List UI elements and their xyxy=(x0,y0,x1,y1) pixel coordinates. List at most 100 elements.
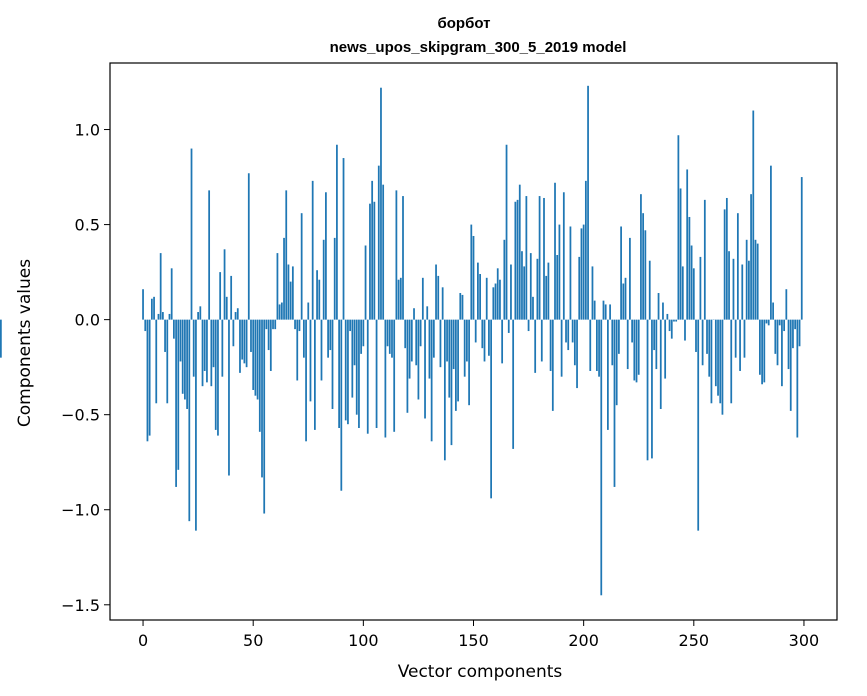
x-tick-label: 150 xyxy=(458,631,489,650)
bar xyxy=(320,319,323,381)
bar xyxy=(250,319,252,352)
bar xyxy=(164,319,166,352)
bar xyxy=(618,319,620,354)
bar xyxy=(576,319,578,389)
bar xyxy=(591,266,594,320)
bar xyxy=(670,319,673,339)
bar xyxy=(395,190,398,320)
bar xyxy=(609,304,611,320)
bar xyxy=(600,319,603,596)
bar xyxy=(578,256,581,320)
bar xyxy=(483,319,486,362)
bar xyxy=(263,319,266,514)
bar xyxy=(567,319,570,351)
bar xyxy=(329,319,332,351)
bar xyxy=(512,319,515,449)
bar xyxy=(443,319,446,461)
bar xyxy=(646,319,649,461)
bar xyxy=(448,319,451,398)
bar xyxy=(371,180,374,320)
bar xyxy=(373,201,376,320)
bar xyxy=(662,302,664,320)
bar xyxy=(521,251,523,320)
bar xyxy=(472,235,475,320)
bar xyxy=(474,319,477,343)
bar xyxy=(399,277,402,320)
bar xyxy=(507,319,510,333)
bar xyxy=(794,319,797,330)
bar xyxy=(280,302,283,320)
bar xyxy=(631,319,633,343)
bar xyxy=(677,135,680,320)
bar xyxy=(203,319,206,371)
bar xyxy=(562,192,565,320)
bar xyxy=(703,199,706,320)
bar xyxy=(344,319,347,421)
bar xyxy=(450,319,453,446)
bar xyxy=(435,264,437,320)
bar xyxy=(710,319,713,404)
bar xyxy=(150,298,153,320)
bar xyxy=(446,319,448,362)
bar xyxy=(695,319,697,352)
bar xyxy=(272,319,274,330)
bar xyxy=(485,277,488,320)
bar xyxy=(798,319,801,347)
x-axis-ticks: 0 50 100 150 200 250 300 xyxy=(138,620,819,650)
bar xyxy=(245,319,248,368)
bar xyxy=(424,319,426,419)
bar xyxy=(673,319,675,322)
bar xyxy=(692,268,695,320)
bar xyxy=(719,319,722,404)
bar xyxy=(723,209,726,320)
bar xyxy=(765,319,768,324)
bar xyxy=(466,319,468,362)
bar xyxy=(217,319,219,436)
bar xyxy=(613,319,616,487)
bar xyxy=(785,289,788,320)
bar xyxy=(382,184,385,320)
x-tick-label: 50 xyxy=(243,631,263,650)
bar xyxy=(362,319,365,347)
bar xyxy=(657,293,660,320)
bar xyxy=(386,319,389,347)
bar xyxy=(701,319,704,366)
bar xyxy=(459,293,462,320)
bar xyxy=(234,312,237,320)
bar xyxy=(697,319,700,531)
bar xyxy=(463,319,466,377)
bar xyxy=(675,319,678,322)
bar xyxy=(421,277,424,320)
bar xyxy=(525,196,528,320)
bar xyxy=(518,184,521,320)
bar xyxy=(543,197,545,320)
bar xyxy=(181,319,184,394)
bar xyxy=(752,110,755,320)
bar xyxy=(781,319,783,387)
bar xyxy=(388,319,391,354)
bar xyxy=(307,302,310,320)
x-tick-label: 0 xyxy=(138,631,148,650)
bar xyxy=(155,319,158,404)
bar xyxy=(532,296,534,320)
bar xyxy=(761,319,763,385)
bar xyxy=(714,319,717,387)
bar xyxy=(168,313,171,320)
bar xyxy=(173,319,175,339)
bar xyxy=(640,194,642,320)
bar xyxy=(725,197,728,320)
bar xyxy=(754,239,757,320)
bar xyxy=(159,253,162,320)
bar xyxy=(551,319,554,411)
x-axis-label: Vector components xyxy=(398,662,563,682)
bar xyxy=(267,319,270,351)
bar xyxy=(161,312,164,320)
bar xyxy=(166,319,169,404)
bar xyxy=(496,268,499,320)
bar xyxy=(730,319,733,404)
bar xyxy=(556,255,559,320)
bar xyxy=(190,148,193,320)
bar xyxy=(142,289,144,320)
bar xyxy=(622,283,625,320)
bar xyxy=(408,319,411,379)
